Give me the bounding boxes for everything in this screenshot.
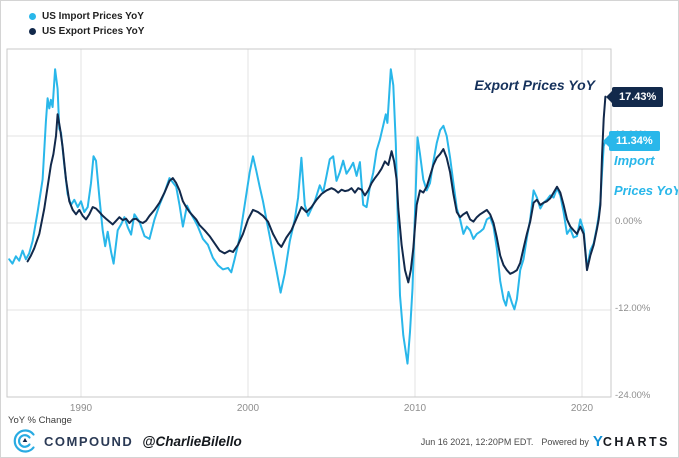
- ycharts-logo-y: Y: [592, 433, 603, 450]
- legend-label-export: US Export Prices YoY: [42, 26, 145, 37]
- chart-timestamp: Jun 16 2021, 12:20PM EDT.: [420, 437, 534, 447]
- plot-border: [6, 48, 612, 398]
- import-series-dot-icon: [29, 13, 36, 20]
- footer: COMPOUND @CharlieBilello Jun 16 2021, 12…: [1, 427, 678, 457]
- export-last-value-badge: 17.43%: [605, 87, 664, 107]
- compound-brand-name: COMPOUND: [44, 433, 134, 449]
- legend-item-import: US Import Prices YoY: [29, 9, 144, 24]
- ycharts-logo-text: CHARTS: [602, 435, 670, 449]
- y-tick-label: -12.00%: [615, 303, 651, 314]
- series-line-export: [26, 95, 607, 284]
- powered-by-label: Powered by: [541, 437, 589, 447]
- import-series-annotation-line1: Import: [614, 153, 655, 168]
- x-tick-label: 2010: [403, 403, 427, 414]
- x-tick-label: 2020: [570, 403, 594, 414]
- legend-label-import: US Import Prices YoY: [42, 11, 144, 22]
- ycharts-logo: Y CHARTS: [592, 433, 670, 450]
- series-line-import: [8, 68, 607, 365]
- y-axis-title: YoY % Change: [8, 415, 72, 426]
- legend: US Import Prices YoY US Export Prices Yo…: [29, 9, 144, 39]
- y-tick-label: -24.00%: [615, 390, 651, 401]
- import-last-value-badge: 11.34%: [603, 131, 660, 151]
- legend-item-export: US Export Prices YoY: [29, 24, 144, 39]
- x-tick-label: 2000: [236, 403, 260, 414]
- footer-right: Jun 16 2021, 12:20PM EDT. Powered by Y C…: [420, 433, 670, 450]
- export-series-dot-icon: [29, 28, 36, 35]
- y-tick-label: 0.00%: [615, 216, 642, 227]
- import-series-annotation-line2: Prices YoY: [614, 183, 679, 198]
- compound-logo-icon: [13, 429, 35, 453]
- twitter-handle: @CharlieBilello: [142, 433, 242, 449]
- x-tick-label: 1990: [69, 403, 93, 414]
- compound-brand: COMPOUND @CharlieBilello: [13, 429, 242, 453]
- export-series-annotation: Export Prices YoY: [474, 77, 595, 93]
